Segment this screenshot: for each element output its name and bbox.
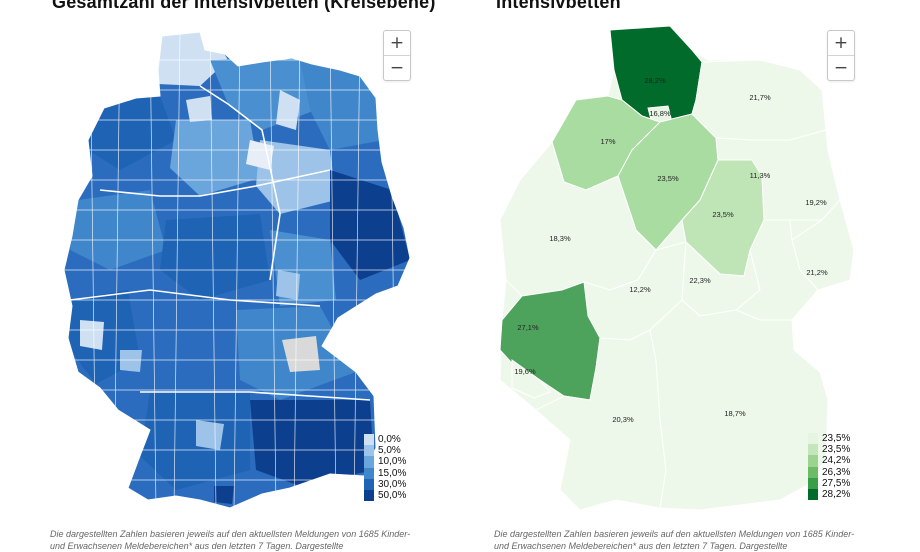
state-value-label: 11,3%	[750, 171, 771, 180]
state-value-label: 22,3%	[689, 276, 711, 285]
left-legend-label: 10,0%	[378, 456, 407, 468]
right-legend-label: 26,3%	[822, 466, 851, 478]
left-legend-label: 50,0%	[378, 490, 407, 502]
left-legend-swatch	[364, 489, 374, 502]
right-legend-swatch	[808, 433, 818, 445]
left-map-panel: Gesamtzahl der Intensivbetten (Kreiseben…	[0, 0, 460, 551]
right-legend-item: 24,2%	[808, 455, 851, 467]
left-legend-item: 10,0%	[364, 456, 407, 468]
right-zoom-control: + −	[827, 30, 855, 81]
state-value-label: 18,7%	[724, 409, 746, 418]
left-legend-label: 30,0%	[378, 478, 407, 490]
left-legend-swatch	[364, 467, 374, 479]
state-region[interactable]	[511, 359, 551, 399]
left-map-title: Gesamtzahl der Intensivbetten (Kreiseben…	[52, 0, 436, 12]
right-legend-label: 23,5%	[822, 444, 851, 456]
right-legend-item: 23,5%	[808, 433, 851, 445]
right-map-panel: Intensivbetten 28,2% 16,8% 21,7% 17% 23,5% 23…	[460, 0, 920, 551]
district-choropleth-map[interactable]	[0, 0, 460, 550]
state-value-label: 27,1%	[517, 323, 539, 332]
left-zoom-control: + −	[383, 30, 411, 81]
state-value-label: 21,7%	[749, 93, 771, 102]
right-legend-label: 24,2%	[822, 455, 851, 467]
right-legend: 23,5% 23,5% 24,2% 26,3% 27,5% 28,2%	[808, 433, 851, 501]
right-legend-swatch	[808, 444, 818, 456]
right-legend-swatch	[808, 466, 818, 478]
left-legend-item: 15,0%	[364, 467, 407, 479]
left-legend-swatch	[364, 478, 374, 490]
left-legend-swatch	[364, 456, 374, 468]
state-value-label: 19,2%	[805, 198, 827, 207]
left-legend-item: 0,0%	[364, 434, 406, 446]
right-legend-label: 28,2%	[822, 489, 851, 501]
right-legend-item: 27,5%	[808, 477, 851, 489]
district-fills	[64, 32, 410, 508]
right-legend-label: 23,5%	[822, 433, 851, 445]
state-value-label: 23,5%	[712, 210, 734, 219]
state-value-label: 21,2%	[806, 268, 828, 277]
left-legend-swatch	[364, 445, 374, 457]
right-legend-item: 23,5%	[808, 444, 851, 456]
left-legend-label: 15,0%	[378, 467, 407, 479]
left-zoom-out-button[interactable]: −	[384, 55, 410, 80]
state-value-labels: 28,2% 16,8% 21,7% 17% 23,5% 23,5% 11,3% 21,2% 18…	[514, 76, 828, 424]
right-legend-item: 28,2%	[808, 488, 851, 501]
right-footnote: Die dargestellten Zahlen basieren jeweil…	[494, 529, 855, 551]
right-map-title: Intensivbetten	[496, 0, 621, 12]
left-legend-item: 50,0%	[364, 489, 407, 502]
state-value-label: 18,3%	[549, 234, 571, 243]
left-legend-item: 5,0%	[364, 445, 406, 457]
state-value-label: 28,2%	[644, 76, 666, 85]
state-region[interactable]	[649, 299, 829, 511]
left-legend-item: 30,0%	[364, 478, 407, 490]
left-zoom-in-button[interactable]: +	[389, 33, 405, 53]
right-legend-swatch	[808, 488, 818, 501]
right-legend-swatch	[808, 455, 818, 467]
state-value-label: 12,2%	[629, 285, 651, 294]
state-region[interactable]	[735, 219, 819, 321]
left-footnote: Die dargestellten Zahlen basieren jeweil…	[50, 529, 411, 551]
right-zoom-in-button[interactable]: +	[833, 33, 849, 53]
left-legend: 0,0% 5,0% 10,0% 15,0% 30,0% 50,0%	[364, 434, 407, 502]
right-legend-label: 27,5%	[822, 477, 851, 489]
right-legend-swatch	[808, 477, 818, 489]
state-value-label: 19,6%	[514, 367, 536, 376]
state-value-label: 23,5%	[657, 174, 679, 183]
state-value-label: 20,3%	[612, 415, 634, 424]
left-legend-label: 0,0%	[378, 434, 401, 446]
state-choropleth-map[interactable]: 28,2%16,8%21,7%17%23,5%23,5%11,3%21,2%18…	[460, 0, 920, 550]
right-zoom-out-button[interactable]: −	[828, 55, 854, 80]
left-legend-swatch	[364, 434, 374, 446]
state-value-label: 16,8%	[649, 109, 671, 118]
right-legend-item: 26,3%	[808, 466, 851, 478]
left-legend-label: 5,0%	[378, 445, 401, 457]
state-value-label: 17%	[600, 137, 615, 146]
